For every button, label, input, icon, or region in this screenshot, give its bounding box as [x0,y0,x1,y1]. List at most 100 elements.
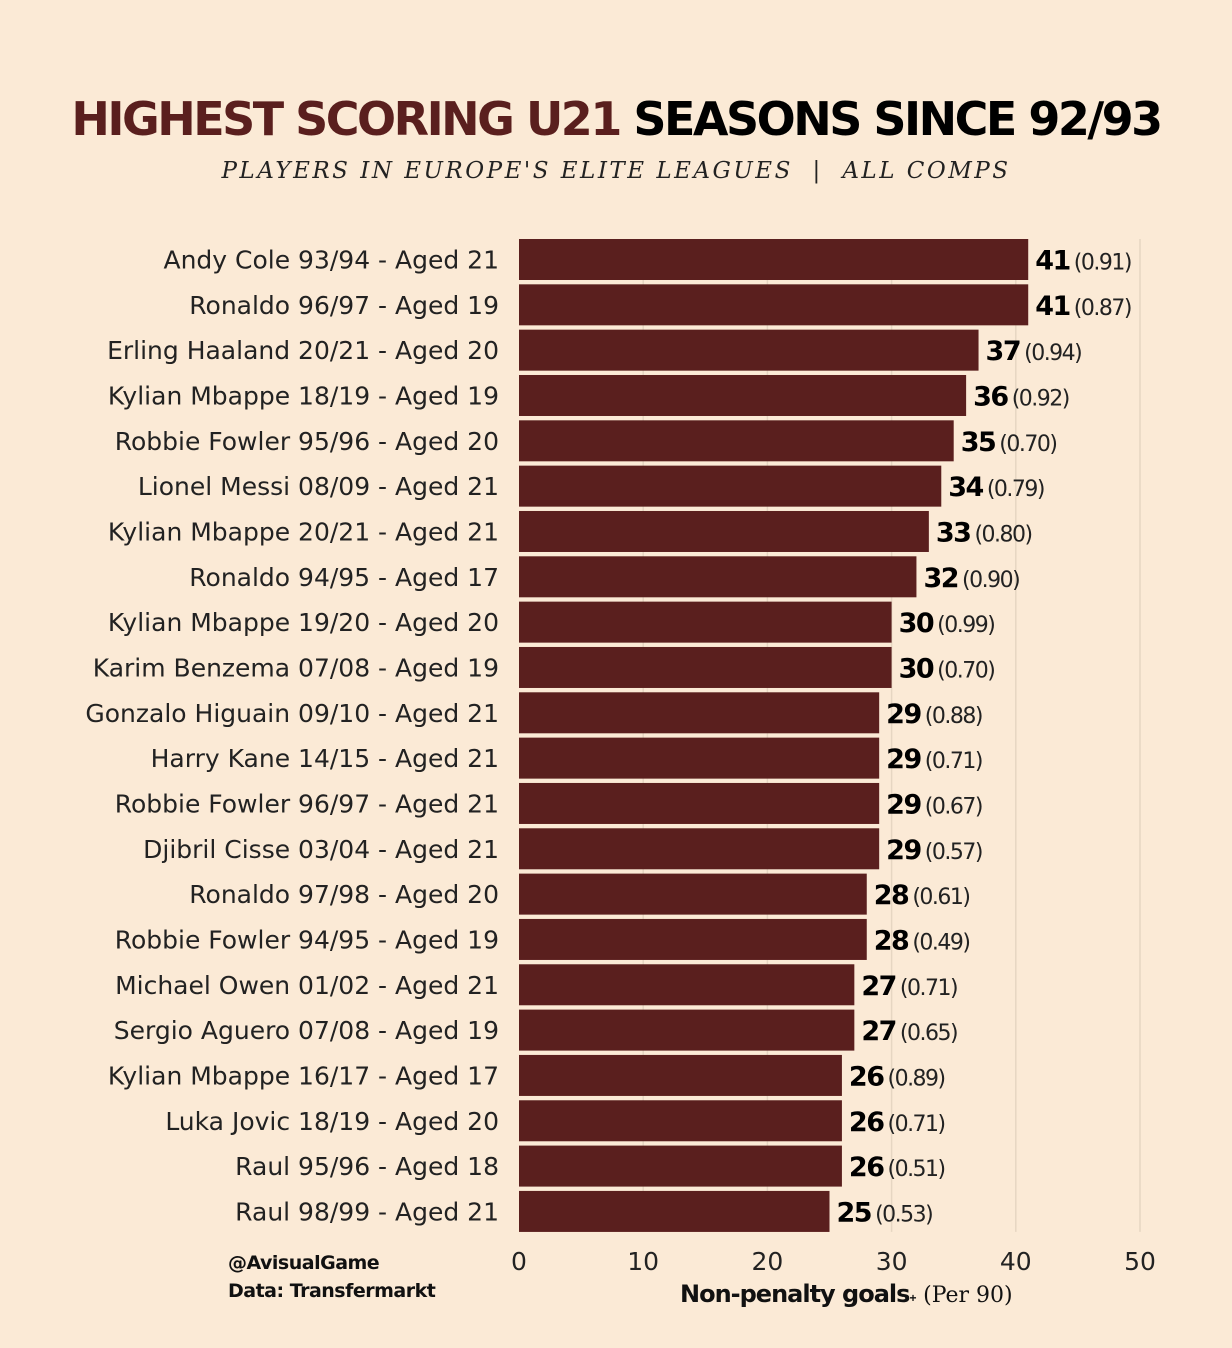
x-axis-label: Non-penalty goals+ (Per 90) [680,1280,1013,1309]
value-label: 29 [886,744,921,775]
per90-label: (0.87) [1074,296,1131,321]
category-label: Luka Jovic 18/19 - Aged 20 [165,1107,499,1136]
title-part-1: HIGHEST SCORING U21 [71,92,622,146]
data-label: 26 (0.51) [849,1152,945,1183]
value-label: 26 [849,1107,884,1138]
x-axis-label-main: Non-penalty goals [680,1280,910,1308]
category-label: Kylian Mbappe 19/20 - Aged 20 [108,608,499,637]
data-label: 29 (0.88) [886,699,982,730]
category-label: Andy Cole 93/94 - Aged 21 [163,246,499,275]
per90-label: (0.71) [925,749,982,774]
data-label: 27 (0.71) [861,971,957,1002]
value-label: 29 [886,835,921,866]
data-label: 41 (0.87) [1035,291,1131,322]
per90-label: (0.71) [900,976,957,1001]
bar [519,510,929,552]
bar [519,873,867,915]
per90-label: (0.88) [925,704,982,729]
per90-label: (0.61) [912,885,969,910]
bar [519,239,1029,280]
category-label: Erling Haaland 20/21 - Aged 20 [107,336,499,365]
x-tick-label: 40 [1000,1247,1032,1276]
data-label: 26 (0.71) [849,1107,945,1138]
category-label: Michael Owen 01/02 - Aged 21 [115,971,499,1000]
bar [519,692,880,734]
category-label: Ronaldo 96/97 - Aged 19 [189,291,499,320]
data-label: 30 (0.70) [899,653,995,684]
per90-label: (0.90) [962,568,1019,593]
bar [519,1190,830,1232]
chart-subtitle: PLAYERS IN EUROPE'S ELITE LEAGUES | ALL … [221,158,1011,184]
category-label: Djibril Cisse 03/04 - Aged 21 [143,835,499,864]
data-label: 34 (0.79) [948,472,1044,503]
per90-label: (0.94) [1024,341,1081,366]
per90-label: (0.49) [912,930,969,955]
value-label: 34 [948,472,983,503]
bar [519,828,880,870]
category-label: Harry Kane 14/15 - Aged 21 [151,744,499,773]
category-label: Kylian Mbappe 16/17 - Aged 17 [108,1061,499,1090]
value-label: 33 [936,517,971,548]
value-label: 41 [1035,291,1070,322]
category-label: Robbie Fowler 94/95 - Aged 19 [115,925,499,954]
bar [519,420,954,462]
per90-label: (0.91) [1074,251,1131,276]
value-label: 25 [837,1197,872,1228]
bar [519,374,967,416]
category-label: Sergio Aguero 07/08 - Aged 19 [114,1016,499,1045]
category-label: Ronaldo 94/95 - Aged 17 [189,563,499,592]
value-label: 37 [986,336,1021,367]
bar [519,646,892,688]
per90-label: (0.70) [999,432,1056,457]
chart-title: HIGHEST SCORING U21 SEASONS SINCE 92/93 [0,92,1232,146]
data-label: 27 (0.65) [861,1016,957,1047]
value-label: 30 [899,653,934,684]
per90-label: (0.99) [937,613,994,638]
data-label: 32 (0.90) [923,563,1019,594]
author-handle: @AvisualGame [228,1252,380,1274]
value-label: 29 [886,699,921,730]
per90-label: (0.89) [887,1066,944,1091]
per90-label: (0.70) [937,658,994,683]
value-label: 28 [874,925,909,956]
data-label: 29 (0.67) [886,789,982,820]
data-label: 25 (0.53) [837,1197,933,1228]
category-label: Karim Benzema 07/08 - Aged 19 [93,653,499,682]
data-label: 36 (0.92) [973,381,1069,412]
x-tick-label: 0 [511,1247,527,1276]
bar [519,556,917,598]
per90-label: (0.80) [974,522,1031,547]
bar [519,1009,855,1051]
data-label: 30 (0.99) [899,608,995,639]
bar [519,782,880,824]
bar [519,964,855,1006]
per90-label: (0.65) [900,1021,957,1046]
value-label: 28 [874,880,909,911]
category-label: Kylian Mbappe 20/21 - Aged 21 [108,517,499,546]
data-label: 28 (0.49) [874,925,970,956]
x-tick-label: 20 [751,1247,783,1276]
data-label: 28 (0.61) [874,880,970,911]
category-label: Lionel Messi 08/09 - Aged 21 [138,472,499,501]
bar [519,1100,842,1142]
x-tick-label: 10 [627,1247,659,1276]
bar [519,918,867,960]
category-label: Raul 95/96 - Aged 18 [235,1152,499,1181]
bar [519,284,1029,326]
data-label: 41 (0.91) [1035,246,1131,277]
value-label: 27 [861,971,896,1002]
category-label: Raul 98/99 - Aged 21 [235,1197,499,1226]
category-label: Gonzalo Higuain 09/10 - Aged 21 [85,699,499,728]
bar [519,465,942,507]
x-tick-label: 50 [1124,1247,1156,1276]
value-label: 27 [861,1016,896,1047]
per90-label: (0.51) [887,1157,944,1182]
x-axis-label-sup: + [909,1291,917,1305]
data-label: 29 (0.71) [886,744,982,775]
per90-label: (0.92) [1012,386,1069,411]
bar [519,329,979,371]
x-axis-label-unit: (Per 90) [923,1283,1013,1308]
category-label: Robbie Fowler 95/96 - Aged 20 [115,427,499,456]
value-label: 26 [849,1061,884,1092]
